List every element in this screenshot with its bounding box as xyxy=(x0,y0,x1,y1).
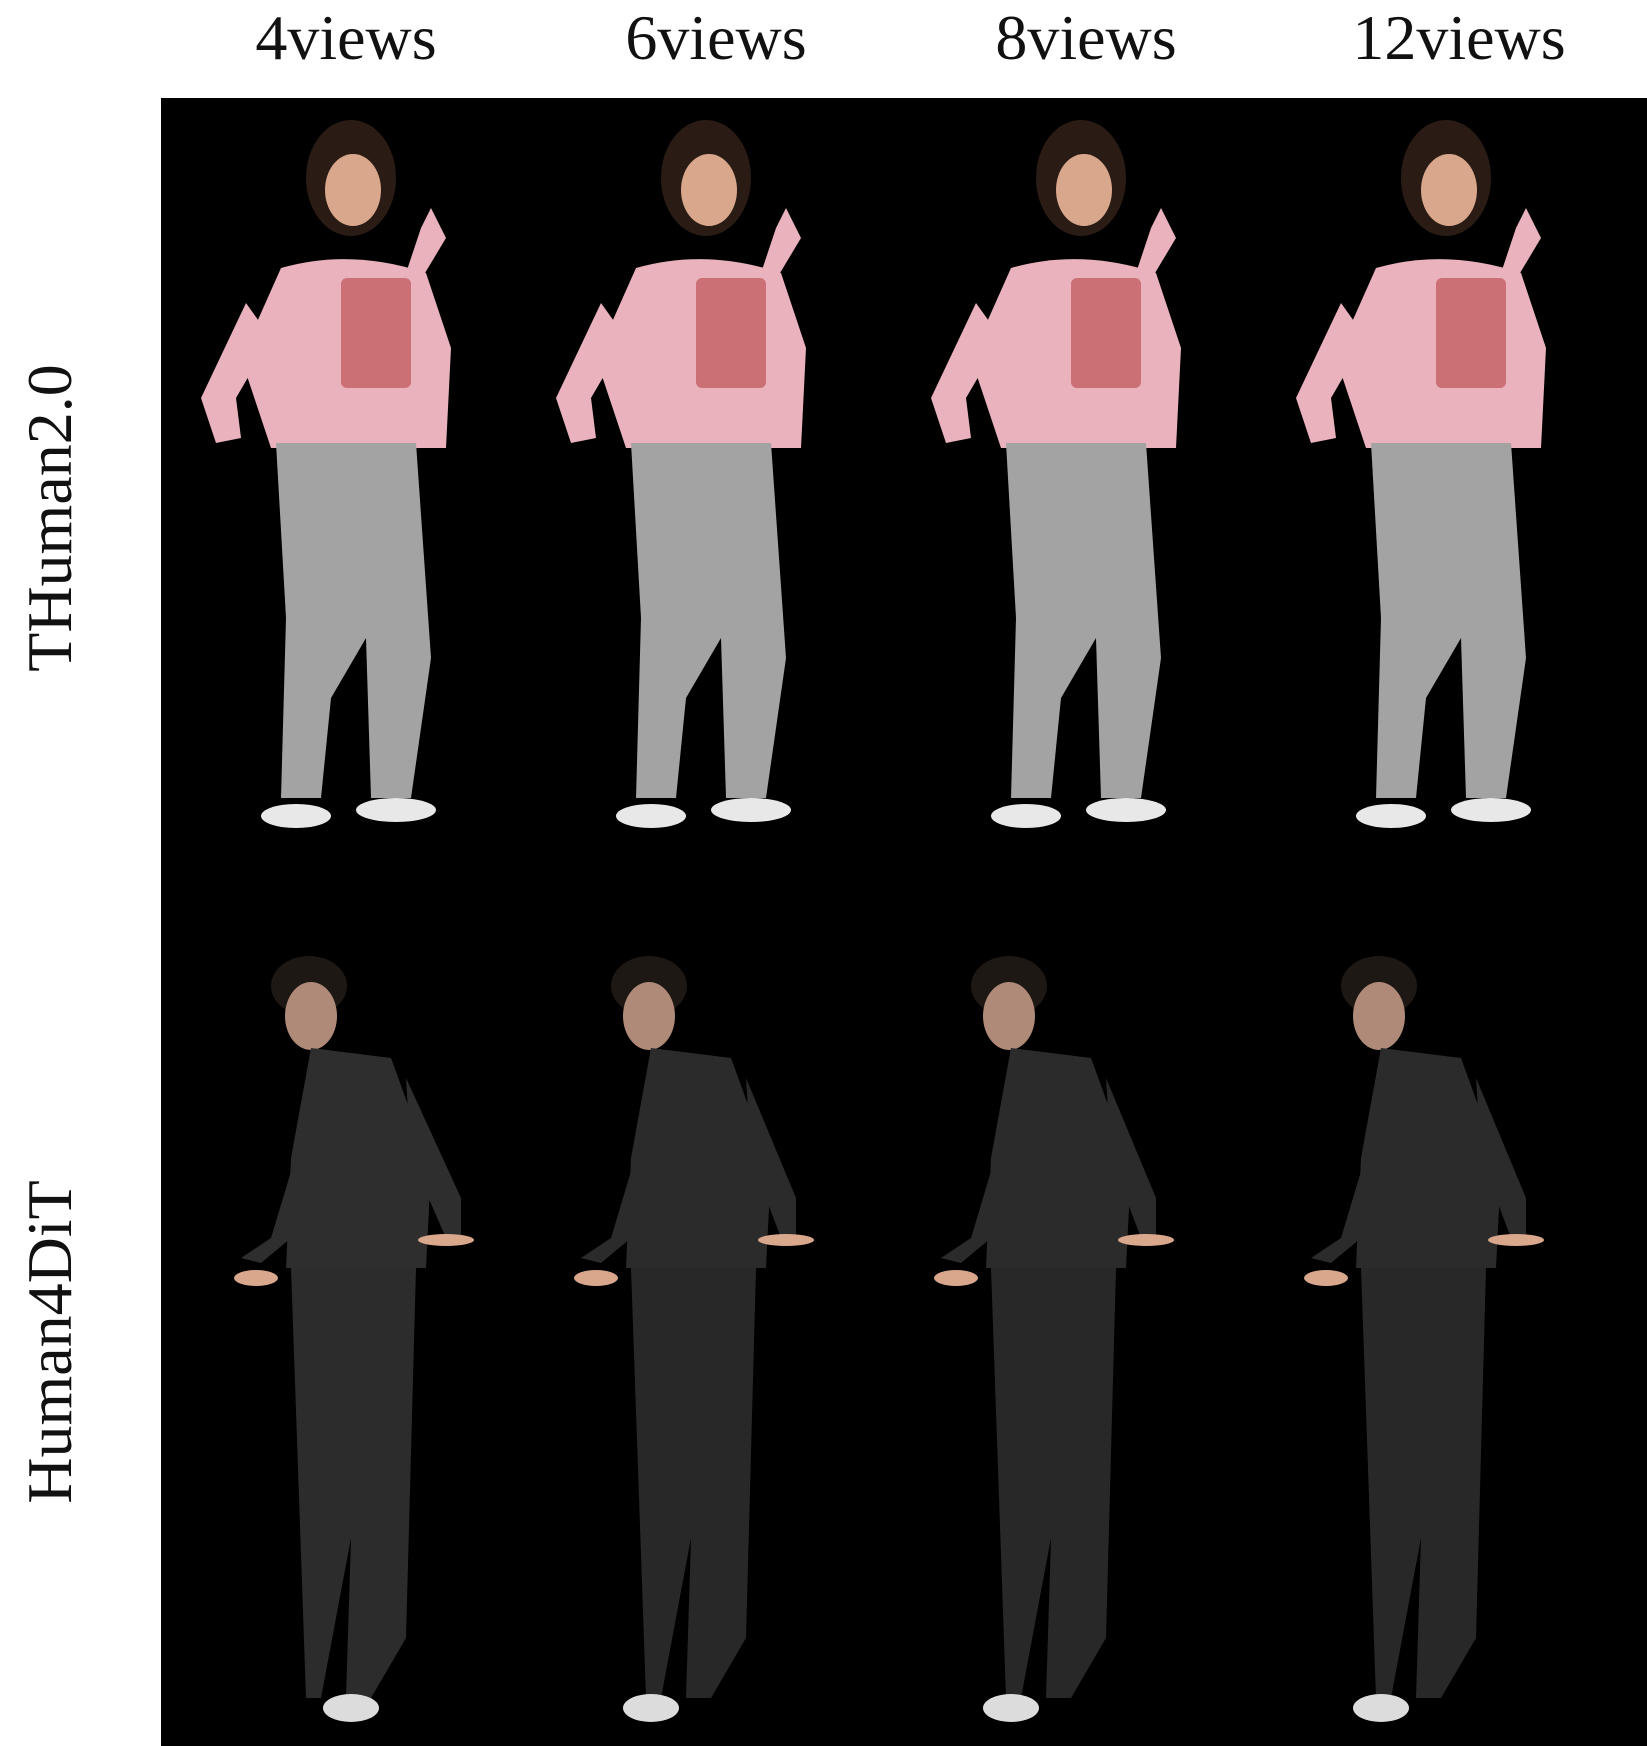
column-header-12views: 12views xyxy=(1352,2,1566,73)
render-thuman-8views xyxy=(901,98,1271,938)
render-grid xyxy=(161,98,1647,1746)
man-figure-image xyxy=(574,956,814,1722)
render-human4dit-8views xyxy=(901,938,1271,1746)
render-human4dit-6views xyxy=(531,938,901,1746)
row-label-thuman: THuman2.0 xyxy=(0,98,100,938)
row-label-human4dit: Human4DiT xyxy=(0,938,100,1746)
man-figure-image xyxy=(234,956,474,1722)
man-figure-image xyxy=(1304,956,1544,1722)
woman-figure-image xyxy=(556,120,806,828)
column-header-6views: 6views xyxy=(625,2,807,73)
row-label-thuman-text: THuman2.0 xyxy=(14,364,85,672)
column-header-8views: 8views xyxy=(995,2,1177,73)
woman-figure-image xyxy=(201,120,451,828)
row-label-human4dit-text: Human4DiT xyxy=(14,1180,85,1504)
render-thuman-6views xyxy=(531,98,901,938)
render-human4dit-12views xyxy=(1271,938,1647,1746)
render-thuman-4views xyxy=(161,98,531,938)
woman-figure-image xyxy=(1296,120,1546,828)
woman-figure-image xyxy=(931,120,1181,828)
render-thuman-12views xyxy=(1271,98,1647,938)
render-human4dit-4views xyxy=(161,938,531,1746)
man-figure-image xyxy=(934,956,1174,1722)
column-header-4views: 4views xyxy=(255,2,437,73)
